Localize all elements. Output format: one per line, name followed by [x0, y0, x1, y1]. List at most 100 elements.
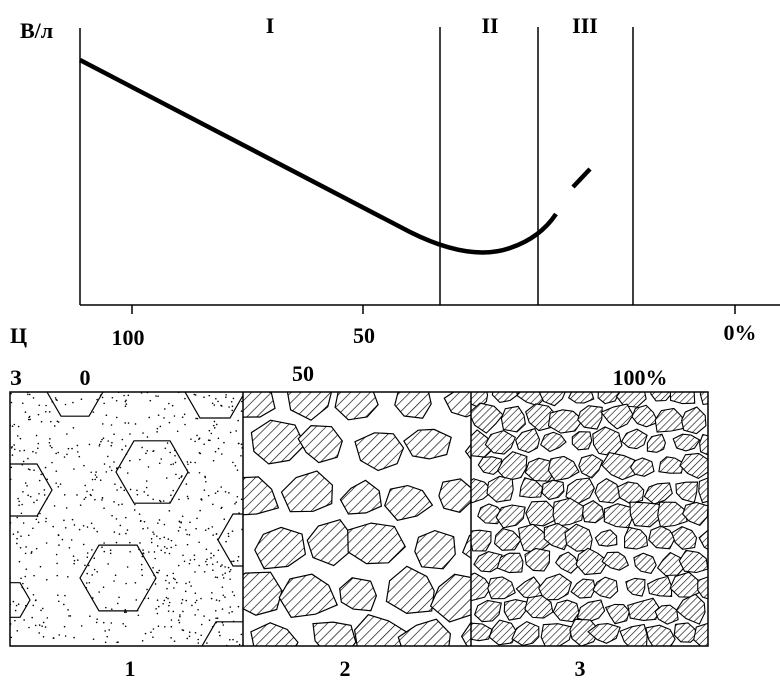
stipple-dot — [221, 574, 224, 576]
stipple-dot — [76, 494, 78, 496]
grain — [711, 504, 736, 530]
stipple-dot — [129, 488, 132, 491]
stipple-dot — [111, 396, 114, 399]
stipple-dot — [190, 438, 192, 440]
stipple-dot — [167, 538, 170, 540]
grain — [603, 503, 634, 529]
stipple-dot — [240, 455, 242, 457]
grain — [286, 392, 333, 421]
stipple-dot — [89, 493, 92, 496]
stipple-dot — [168, 582, 171, 584]
stipple-dot — [156, 545, 159, 547]
stipple-dot — [216, 561, 219, 563]
stipple-dot — [168, 402, 170, 405]
stipple-dot — [172, 463, 175, 465]
stipple-dot — [124, 400, 127, 403]
stipple-dot — [150, 631, 152, 634]
stipple-dot — [24, 575, 27, 578]
grain — [339, 479, 383, 515]
stipple-dot — [207, 439, 210, 441]
stipple-dot — [68, 547, 71, 549]
stipple-dot — [129, 459, 131, 462]
stipple-dot — [56, 594, 59, 596]
stipple-dot — [164, 551, 166, 554]
stipple-dot — [17, 425, 20, 428]
stipple-dot — [198, 541, 200, 544]
grain — [429, 573, 471, 623]
stipple-dot — [66, 453, 68, 456]
stipple-dot — [84, 484, 86, 487]
z-label: З — [10, 365, 22, 390]
stipple-dot — [42, 636, 45, 638]
stipple-dot — [190, 585, 192, 587]
stipple-dot — [88, 443, 91, 446]
stipple-dot — [212, 534, 214, 536]
stipple-dot — [119, 466, 122, 469]
grain — [629, 501, 662, 528]
stipple-dot — [57, 600, 60, 603]
stipple-dot — [118, 596, 120, 599]
stipple-dot — [72, 555, 75, 558]
grain — [443, 392, 471, 418]
grain — [620, 428, 648, 450]
stipple-dot — [211, 563, 214, 566]
stipple-dot — [80, 625, 83, 627]
stipple-dot — [16, 516, 19, 519]
grain — [397, 618, 452, 646]
stipple-dot — [110, 622, 113, 624]
stipple-dot — [204, 529, 207, 531]
grain — [707, 557, 708, 567]
stipple-dot — [172, 489, 174, 492]
c-tick-label: 50 — [353, 323, 375, 348]
stipple-dot — [222, 594, 225, 597]
grain — [693, 622, 708, 646]
stipple-dot — [217, 447, 220, 450]
stipple-dot — [186, 543, 189, 546]
stipple-dot — [95, 476, 98, 478]
stipple-dot — [209, 439, 211, 442]
stipple-dot — [177, 619, 180, 621]
stipple-dot — [170, 546, 173, 549]
stipple-dot — [103, 550, 106, 553]
stipple-dot — [123, 489, 126, 492]
panel-label: 1 — [125, 656, 136, 681]
stipple-dot — [187, 463, 189, 466]
stipple-dot — [86, 556, 89, 559]
grain — [654, 407, 686, 433]
stipple-dot — [111, 514, 113, 517]
stipple-dot — [168, 510, 171, 512]
stipple-dot — [104, 630, 106, 632]
stipple-dot — [71, 518, 74, 521]
stipple-dot — [125, 399, 127, 402]
stipple-dot — [63, 625, 66, 628]
stipple-dot — [55, 553, 58, 556]
panel-2-texture — [243, 392, 471, 646]
stipple-dot — [19, 437, 22, 440]
stipple-dot — [133, 509, 136, 511]
stipple-dot — [135, 599, 138, 601]
stipple-dot — [78, 455, 81, 458]
stipple-dot — [52, 637, 55, 639]
grain — [597, 392, 621, 405]
stipple-dot — [240, 443, 243, 445]
stipple-dot — [57, 451, 60, 454]
grain — [681, 406, 707, 435]
stipple-dot — [232, 560, 235, 562]
stipple-dot — [236, 495, 239, 498]
stipple-dot — [207, 527, 210, 530]
stipple-dot — [110, 444, 113, 447]
stipple-dot — [214, 576, 217, 578]
grain — [491, 392, 519, 403]
stipple-dot — [222, 577, 225, 579]
stipple-dot — [221, 506, 223, 509]
stipple-dot — [21, 503, 23, 506]
stipple-dot — [224, 596, 226, 598]
zone-label: II — [481, 13, 498, 38]
stipple-dot — [234, 503, 236, 505]
stipple-dot — [124, 405, 127, 408]
stipple-dot — [124, 422, 127, 424]
stipple-dot — [103, 402, 105, 405]
stipple-dot — [143, 491, 146, 493]
stipple-dot — [220, 453, 223, 455]
stipple-dot — [73, 468, 75, 470]
